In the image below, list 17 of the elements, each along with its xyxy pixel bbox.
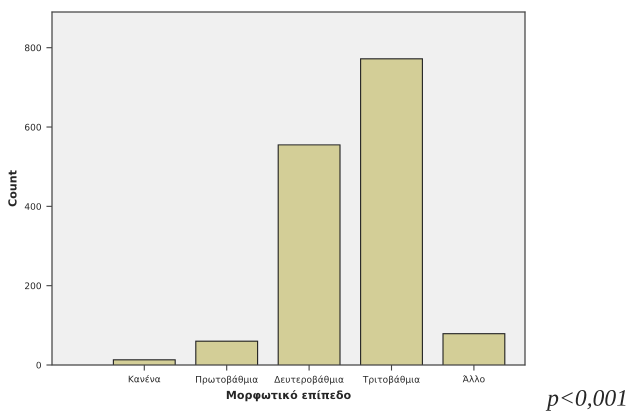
bar: [195, 340, 258, 365]
y-tick-label: 600: [24, 124, 41, 131]
text: p<0,001: [546, 390, 626, 411]
bar: [360, 58, 423, 365]
x-tick-label: Άλλο: [462, 375, 485, 382]
y-tick-label: 0: [36, 362, 41, 369]
x-axis-title: Μορφωτικό επίπεδο: [226, 390, 351, 402]
y-tick-label: 400: [24, 203, 41, 210]
y-tick-label: 200: [25, 282, 41, 290]
x-tick-label: Τριτοβάθμια: [362, 375, 420, 385]
x-tick-label: Δευτεροβάθμια: [274, 375, 344, 385]
x-tick-label: Κανένα: [128, 375, 160, 382]
bar: [278, 144, 341, 365]
y-tick-label: 800: [24, 44, 41, 52]
x-tick-label: Πρωτοβάθμια: [196, 375, 258, 385]
bar: [442, 333, 506, 365]
y-axis-title: Count: [8, 170, 17, 206]
